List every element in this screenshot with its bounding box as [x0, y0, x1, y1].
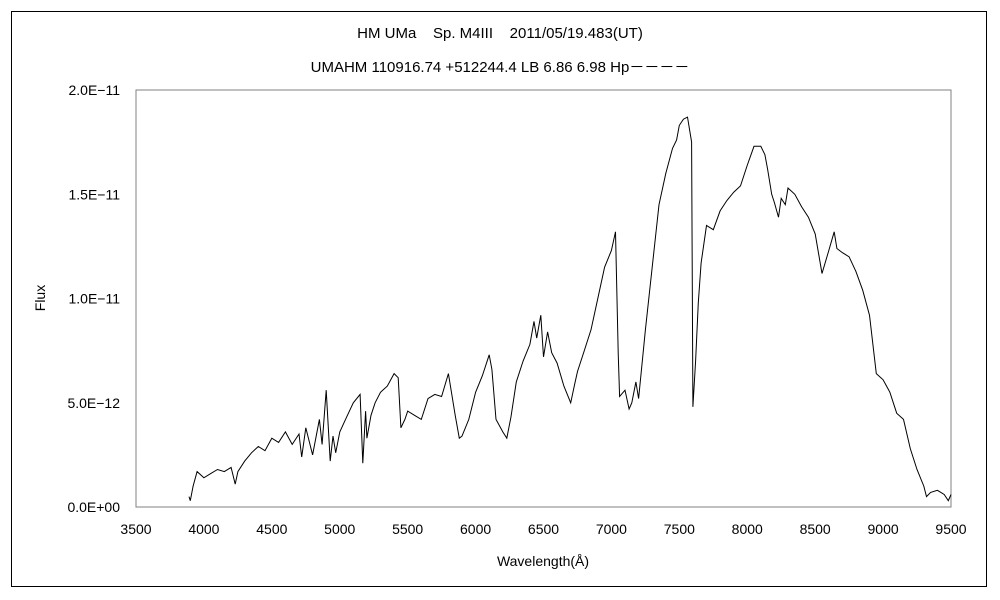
x-tick-label: 8000: [732, 521, 763, 537]
chart-frame: [11, 11, 987, 587]
y-tick-label: 1.5E−11: [68, 186, 120, 202]
x-tick-label: 4500: [256, 521, 287, 537]
spectrum-line: [188, 116, 952, 502]
chart-title: HM UMa Sp. M4III 2011/05/19.483(UT): [357, 25, 643, 42]
series-layer: [188, 116, 952, 502]
x-tick-label: 9500: [935, 521, 966, 537]
chart-subtitle: UMAHM 110916.74 +512244.4 LB 6.86 6.98 H…: [310, 59, 690, 76]
x-tick-label: 5000: [324, 521, 355, 537]
y-tick-label: 0.0E+00: [67, 499, 120, 515]
x-tick-label: 5500: [392, 521, 423, 537]
x-tick-label: 4000: [188, 521, 219, 537]
y-tick-label: 5.0E−12: [67, 395, 120, 411]
y-tick-label: 2.0E−11: [68, 82, 120, 98]
x-tick-label: 3500: [120, 521, 151, 537]
y-tick-label: 1.0E−11: [68, 291, 120, 307]
x-axis: 3500 4000 4500 5000 5500 6000 6500 7000 7500 8000…: [120, 521, 966, 537]
x-axis-label: Wavelength(Å): [497, 553, 589, 569]
y-axis: 0.0E+00 5.0E−12 1.0E−11 1.5E−11 2.0E−11: [67, 82, 120, 515]
x-tick-label: 9000: [868, 521, 899, 537]
x-tick-label: 7500: [664, 521, 695, 537]
x-tick-label: 8500: [800, 521, 831, 537]
y-axis-label: Flux: [32, 285, 48, 311]
x-tick-label: 6000: [460, 521, 491, 537]
x-tick-label: 6500: [528, 521, 559, 537]
plot-area: [135, 89, 952, 508]
x-tick-label: 7000: [596, 521, 627, 537]
